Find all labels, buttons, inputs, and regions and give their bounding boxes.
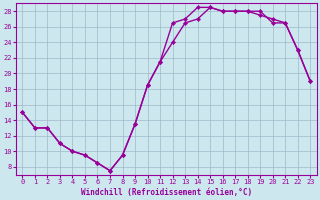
X-axis label: Windchill (Refroidissement éolien,°C): Windchill (Refroidissement éolien,°C) [81, 188, 252, 197]
